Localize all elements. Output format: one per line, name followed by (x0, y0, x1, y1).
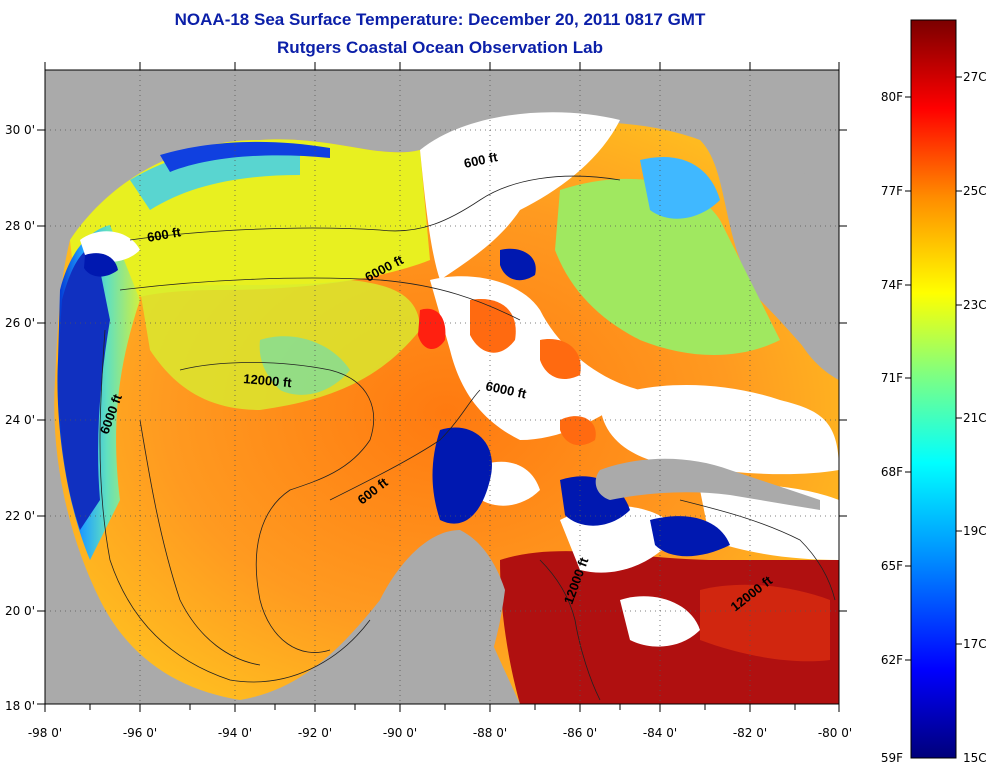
lon-label: -88 0' (473, 726, 507, 740)
yucatan-land (376, 530, 505, 704)
colorbar-f-label: 59F (881, 751, 903, 765)
lon-label: -86 0' (563, 726, 597, 740)
western-coastal-deep-blue (59, 245, 110, 530)
axis-ticks (37, 62, 847, 712)
lon-label: -82 0' (733, 726, 767, 740)
colorbar-f-label: 68F (881, 465, 903, 479)
lon-label: -90 0' (383, 726, 417, 740)
caribbean-red-patches (700, 584, 830, 662)
northern-shelf-blue (160, 141, 330, 172)
lat-label: 22 0' (5, 509, 35, 523)
lon-label: -94 0' (218, 726, 252, 740)
colorbar-c-label: 19C (963, 524, 987, 538)
colorbar-f-label: 77F (881, 184, 903, 198)
lat-label: 30 0' (5, 123, 35, 137)
hot-patch (418, 308, 446, 350)
lon-label: -92 0' (298, 726, 332, 740)
map-frame (44, 69, 840, 705)
lat-label: 24 0' (5, 413, 35, 427)
lat-label: 18 0' (5, 699, 35, 713)
lon-label: -96 0' (123, 726, 157, 740)
lon-label: -84 0' (643, 726, 677, 740)
contour-label: 600 ft (146, 224, 183, 245)
bathymetry-contours (99, 175, 836, 701)
colorbar-c-label: 17C (963, 637, 987, 651)
florida-shelf-water (555, 178, 780, 355)
colorbar-c-label: 27C (963, 70, 987, 84)
colorbar-ticks (905, 76, 962, 661)
colorbar-f-label: 71F (881, 371, 903, 385)
lon-label: -98 0' (28, 726, 62, 740)
graticule (45, 70, 839, 704)
lon-label: -80 0' (818, 726, 852, 740)
lat-label: 28 0' (5, 219, 35, 233)
colorbar-c-label: 15C (963, 751, 987, 765)
map-title: NOAA-18 Sea Surface Temperature: Decembe… (174, 10, 706, 29)
lat-label: 20 0' (5, 604, 35, 618)
map-subtitle: Rutgers Coastal Ocean Observation Lab (277, 38, 603, 57)
colorbar-f-label: 74F (881, 278, 903, 292)
cuba-land (595, 458, 820, 510)
colorbar-c-label: 23C (963, 298, 987, 312)
colorbar-c-label: 25C (963, 184, 987, 198)
florida-shelf-cold (640, 156, 720, 219)
colorbar-f-label: 62F (881, 653, 903, 667)
colorbar-c-label: 21C (963, 411, 987, 425)
contour-label: 12000 ft (243, 371, 293, 390)
lat-label: 26 0' (5, 316, 35, 330)
colorbar (910, 19, 957, 759)
colorbar-f-label: 80F (881, 90, 903, 104)
colorbar-f-label: 65F (881, 559, 903, 573)
